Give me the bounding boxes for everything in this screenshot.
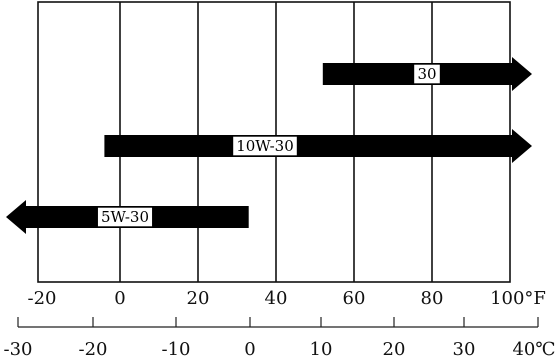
fahrenheit-axis: -20 0 20 40 60 80 100°F [28, 288, 546, 309]
fahrenheit-tick-label: 0 [114, 288, 125, 309]
celsius-tick-label: 30 [453, 339, 476, 360]
grade-label: 10W-30 [236, 137, 294, 155]
grade-label-box [412, 63, 442, 85]
celsius-tick-label: 10 [310, 339, 333, 360]
fahrenheit-tick-label: -20 [28, 288, 57, 309]
grade-label-box [96, 206, 154, 228]
celsius-tick-label: 0 [244, 339, 255, 360]
celsius-axis: -30 -20 -10 0 10 20 30 40℃ [4, 317, 556, 360]
celsius-tick-label: -20 [79, 339, 108, 360]
arrow-shape [104, 129, 533, 163]
grade-label: 5W-30 [101, 208, 149, 226]
grade-arrow-30: 30 [322, 57, 532, 91]
fahrenheit-tick-label: 100°F [490, 288, 546, 309]
celsius-tick-label: -30 [4, 339, 33, 360]
grade-label-box [231, 135, 299, 157]
fahrenheit-tick-label: 60 [343, 288, 366, 309]
fahrenheit-tick-label: 40 [265, 288, 288, 309]
grade-arrow-5w-30: 5W-30 [6, 200, 249, 234]
viscosity-grade-arrows: 30 10W-30 5W-30 [6, 57, 533, 234]
celsius-tick-label: -10 [162, 339, 191, 360]
grade-label: 30 [417, 65, 436, 83]
fahrenheit-tick-label: 20 [187, 288, 210, 309]
grade-arrow-10w-30: 10W-30 [104, 129, 533, 163]
fahrenheit-tick-label: 80 [421, 288, 444, 309]
celsius-tick-label: 40℃ [512, 339, 555, 360]
celsius-tick-label: 20 [383, 339, 406, 360]
